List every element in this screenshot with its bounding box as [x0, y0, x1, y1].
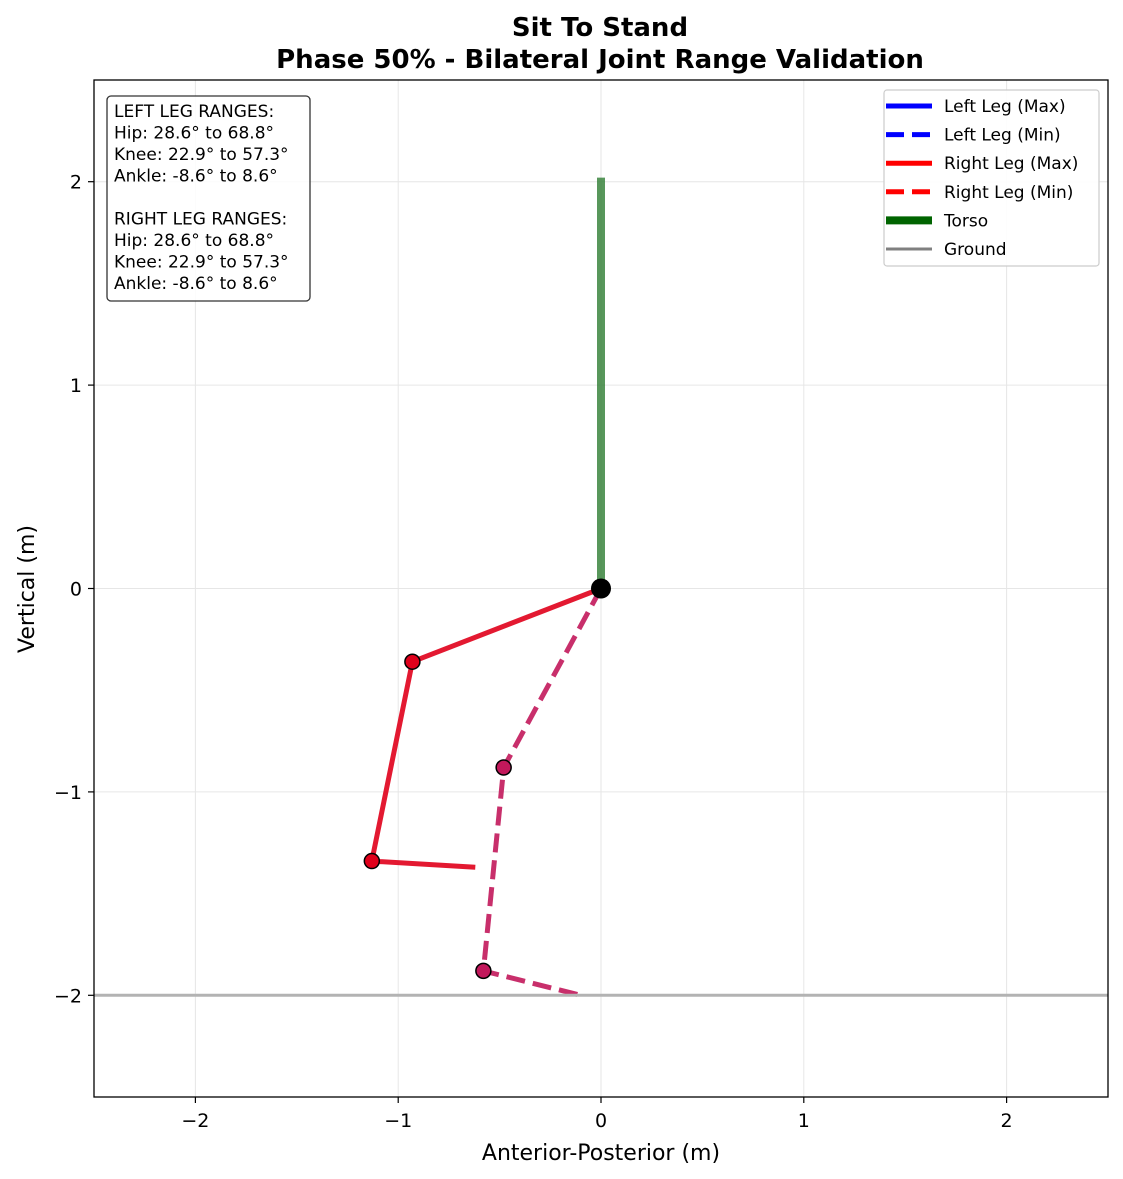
joint-marker [404, 653, 421, 670]
y-tick-label: 1 [70, 375, 82, 397]
series-right-leg-max [369, 586, 602, 870]
legend-items: Left Leg (Max) Left Leg (Min) Right Leg (M… [886, 97, 1078, 260]
x-tick-label: 0 [595, 1110, 607, 1132]
tick-layer: −2 −1 0 1 2 −2 −1 0 1 2 [54, 172, 1013, 1132]
legend-label: Left Leg (Max) [944, 97, 1066, 117]
x-tick-label: −2 [181, 1110, 209, 1132]
y-tick-label: 0 [70, 579, 82, 601]
y-tick-label: −2 [54, 985, 82, 1007]
x-tick-label: −1 [384, 1110, 412, 1132]
data-layer [94, 177, 1108, 998]
annotation-line: Knee: 22.9° to 57.3° [114, 253, 289, 273]
annotation-line: Hip: 28.6° to 68.8° [114, 231, 274, 251]
legend: Left Leg (Max) Left Leg (Min) Right Leg (M… [883, 89, 1100, 267]
x-axis-label: Anterior-Posterior (m) [482, 1141, 720, 1166]
hip-point [591, 578, 611, 599]
annotation-box: LEFT LEG RANGES:Hip: 28.6° to 68.8°Knee:… [106, 95, 311, 302]
annotation-line: Knee: 22.9° to 57.3° [114, 145, 289, 165]
series-left-leg-min [480, 587, 604, 998]
legend-label: Right Leg (Max) [944, 154, 1078, 174]
joint-marker [475, 962, 492, 980]
annotation-line: Hip: 28.6° to 68.8° [114, 124, 274, 144]
legend-label: Left Leg (Min) [944, 126, 1061, 146]
legend-label: Right Leg (Min) [944, 183, 1073, 203]
x-tick-label: 2 [1001, 1110, 1013, 1132]
annotation-line: Ankle: -8.6° to 8.6° [114, 167, 278, 187]
chart-subtitle: Phase 50% - Bilateral Joint Range Valida… [276, 45, 924, 75]
annotation-frame [106, 95, 311, 302]
legend-label: Torso [943, 211, 988, 231]
annotation-line: Ankle: -8.6° to 8.6° [114, 274, 278, 294]
y-axis-label: Vertical (m) [15, 525, 40, 653]
chart-title: Sit To Stand [512, 13, 688, 43]
annotation-line: LEFT LEG RANGES: [114, 102, 274, 122]
legend-label: Ground [944, 240, 1007, 260]
x-tick-label: 1 [798, 1110, 810, 1132]
y-tick-label: −1 [54, 782, 82, 804]
y-tick-label: 2 [70, 172, 82, 194]
annotation-lines: LEFT LEG RANGES:Hip: 28.6° to 68.8°Knee:… [114, 102, 289, 294]
legend-frame [883, 89, 1100, 267]
annotation-line: RIGHT LEG RANGES: [114, 210, 287, 230]
joint-marker [363, 852, 381, 870]
joint-marker [495, 759, 512, 776]
